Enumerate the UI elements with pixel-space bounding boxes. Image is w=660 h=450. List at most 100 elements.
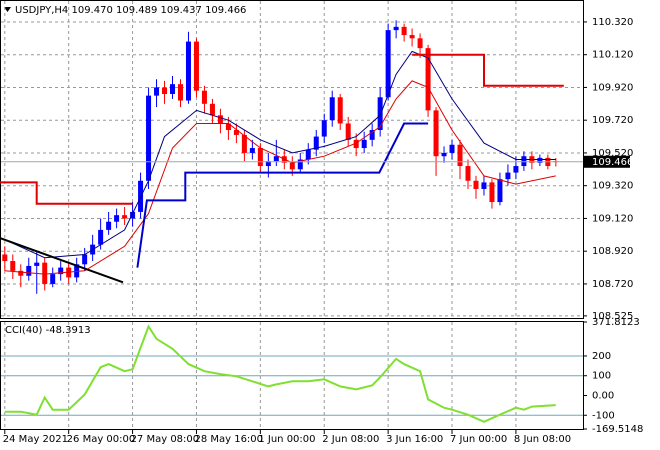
candle-body — [489, 182, 495, 203]
cci-line — [4, 324, 556, 423]
candle-body — [130, 211, 136, 219]
candle-body — [473, 180, 479, 189]
candle-body — [185, 41, 191, 101]
candle-body — [18, 270, 24, 276]
overlay-line — [136, 122, 429, 268]
candle-body — [58, 267, 64, 275]
x-tick-label: 28 May 16:00 — [194, 434, 263, 445]
x-tick-label: 24 May 2021 — [3, 434, 68, 445]
candle-body — [377, 97, 383, 131]
overlay-line — [4, 80, 556, 275]
candle-body — [106, 221, 112, 230]
candle-body — [513, 166, 519, 173]
candle-body — [233, 130, 239, 135]
candle-body — [353, 139, 359, 149]
candle-body — [361, 139, 367, 149]
candle-body — [209, 103, 215, 116]
candle-body — [26, 265, 32, 276]
candle-body — [162, 87, 168, 94]
candle-body — [417, 38, 423, 49]
candle-body — [337, 97, 343, 124]
candle-body — [273, 156, 279, 162]
candle-body — [154, 87, 160, 96]
candle-body — [425, 48, 431, 111]
candle-body — [50, 274, 56, 284]
y-tick-label: -100 — [592, 410, 615, 421]
overlay-line — [0, 237, 124, 284]
candle-body — [193, 41, 199, 91]
cci-title: CCI(40) -48.3913 — [5, 325, 91, 336]
candle-body — [265, 161, 271, 167]
x-tick-label: 3 Jun 16:00 — [386, 434, 443, 445]
candle-body — [74, 264, 80, 278]
y-tick-label: 109.920 — [592, 82, 633, 93]
candle-body — [521, 156, 527, 167]
y-tick-label: 371.8123 — [592, 317, 640, 328]
y-tick-label: 108.720 — [592, 279, 633, 290]
y-tick-label: 0.00 — [592, 390, 614, 401]
candle-body — [329, 97, 335, 121]
candle-body — [82, 254, 88, 265]
candle-body — [401, 26, 407, 36]
candle-body — [297, 159, 303, 170]
y-tick-label: 108.920 — [592, 246, 633, 257]
y-tick-label: 109.320 — [592, 181, 633, 192]
menu-arrow — [4, 7, 11, 12]
y-tick-label: 108.525 — [592, 311, 633, 322]
candle-body — [177, 84, 183, 101]
candle-body — [537, 157, 543, 163]
candle-body — [385, 30, 391, 98]
y-tick-label: 200 — [592, 351, 611, 362]
overlay-line — [0, 53, 564, 205]
candle-body — [321, 120, 327, 137]
candle-body — [441, 152, 447, 157]
candle-body — [217, 115, 223, 124]
x-tick-label: 27 May 08:00 — [131, 434, 200, 445]
candle-body — [249, 148, 255, 153]
y-tick-label: 109.720 — [592, 115, 633, 126]
candle-body — [409, 35, 415, 39]
candle-body — [201, 90, 207, 104]
candle-body — [34, 262, 40, 266]
candle-body — [465, 166, 471, 181]
candle-body — [289, 162, 295, 170]
x-tick-label: 8 Jun 08:00 — [514, 434, 571, 445]
candle-body — [313, 136, 319, 150]
chart-title: USDJPY,H4 109.470 109.489 109.437 109.46… — [15, 5, 246, 16]
x-tick-label: 1 Jun 00:00 — [258, 434, 315, 445]
candle-body — [369, 130, 375, 140]
candle-body — [122, 215, 128, 219]
x-tick-label: 7 Jun 00:00 — [450, 434, 507, 445]
candle-body — [257, 148, 263, 167]
candle-body — [2, 254, 8, 262]
candle-body — [433, 110, 439, 157]
candle-body — [225, 123, 231, 131]
candle-body — [42, 262, 48, 284]
candle-body — [497, 179, 503, 203]
y-tick-label: 100 — [592, 371, 611, 382]
candle-body — [241, 134, 247, 153]
x-tick-label: 2 Jun 08:00 — [322, 434, 379, 445]
last-price-box — [584, 155, 630, 168]
candle-body — [345, 123, 351, 140]
last-price-label: 109.466 — [592, 157, 633, 168]
y-tick-label: 110.120 — [592, 50, 633, 61]
candle-body — [481, 182, 487, 189]
x-tick-label: 26 May 00:00 — [67, 434, 136, 445]
candle-body — [393, 26, 399, 31]
candle-body — [10, 261, 16, 271]
candle-body — [98, 229, 104, 245]
candle-body — [505, 172, 511, 180]
y-tick-label: 109.520 — [592, 148, 633, 159]
overlay-line — [4, 50, 556, 259]
candle-body — [170, 84, 176, 94]
main-pane — [0, 0, 584, 319]
candle-body — [449, 144, 455, 153]
y-tick-label: 109.120 — [592, 213, 633, 224]
y-tick-label: -169.5148 — [592, 424, 643, 435]
y-tick-label: 110.320 — [592, 17, 633, 28]
candle-body — [146, 95, 152, 181]
candle-body — [305, 149, 311, 160]
candle-body — [457, 144, 463, 167]
